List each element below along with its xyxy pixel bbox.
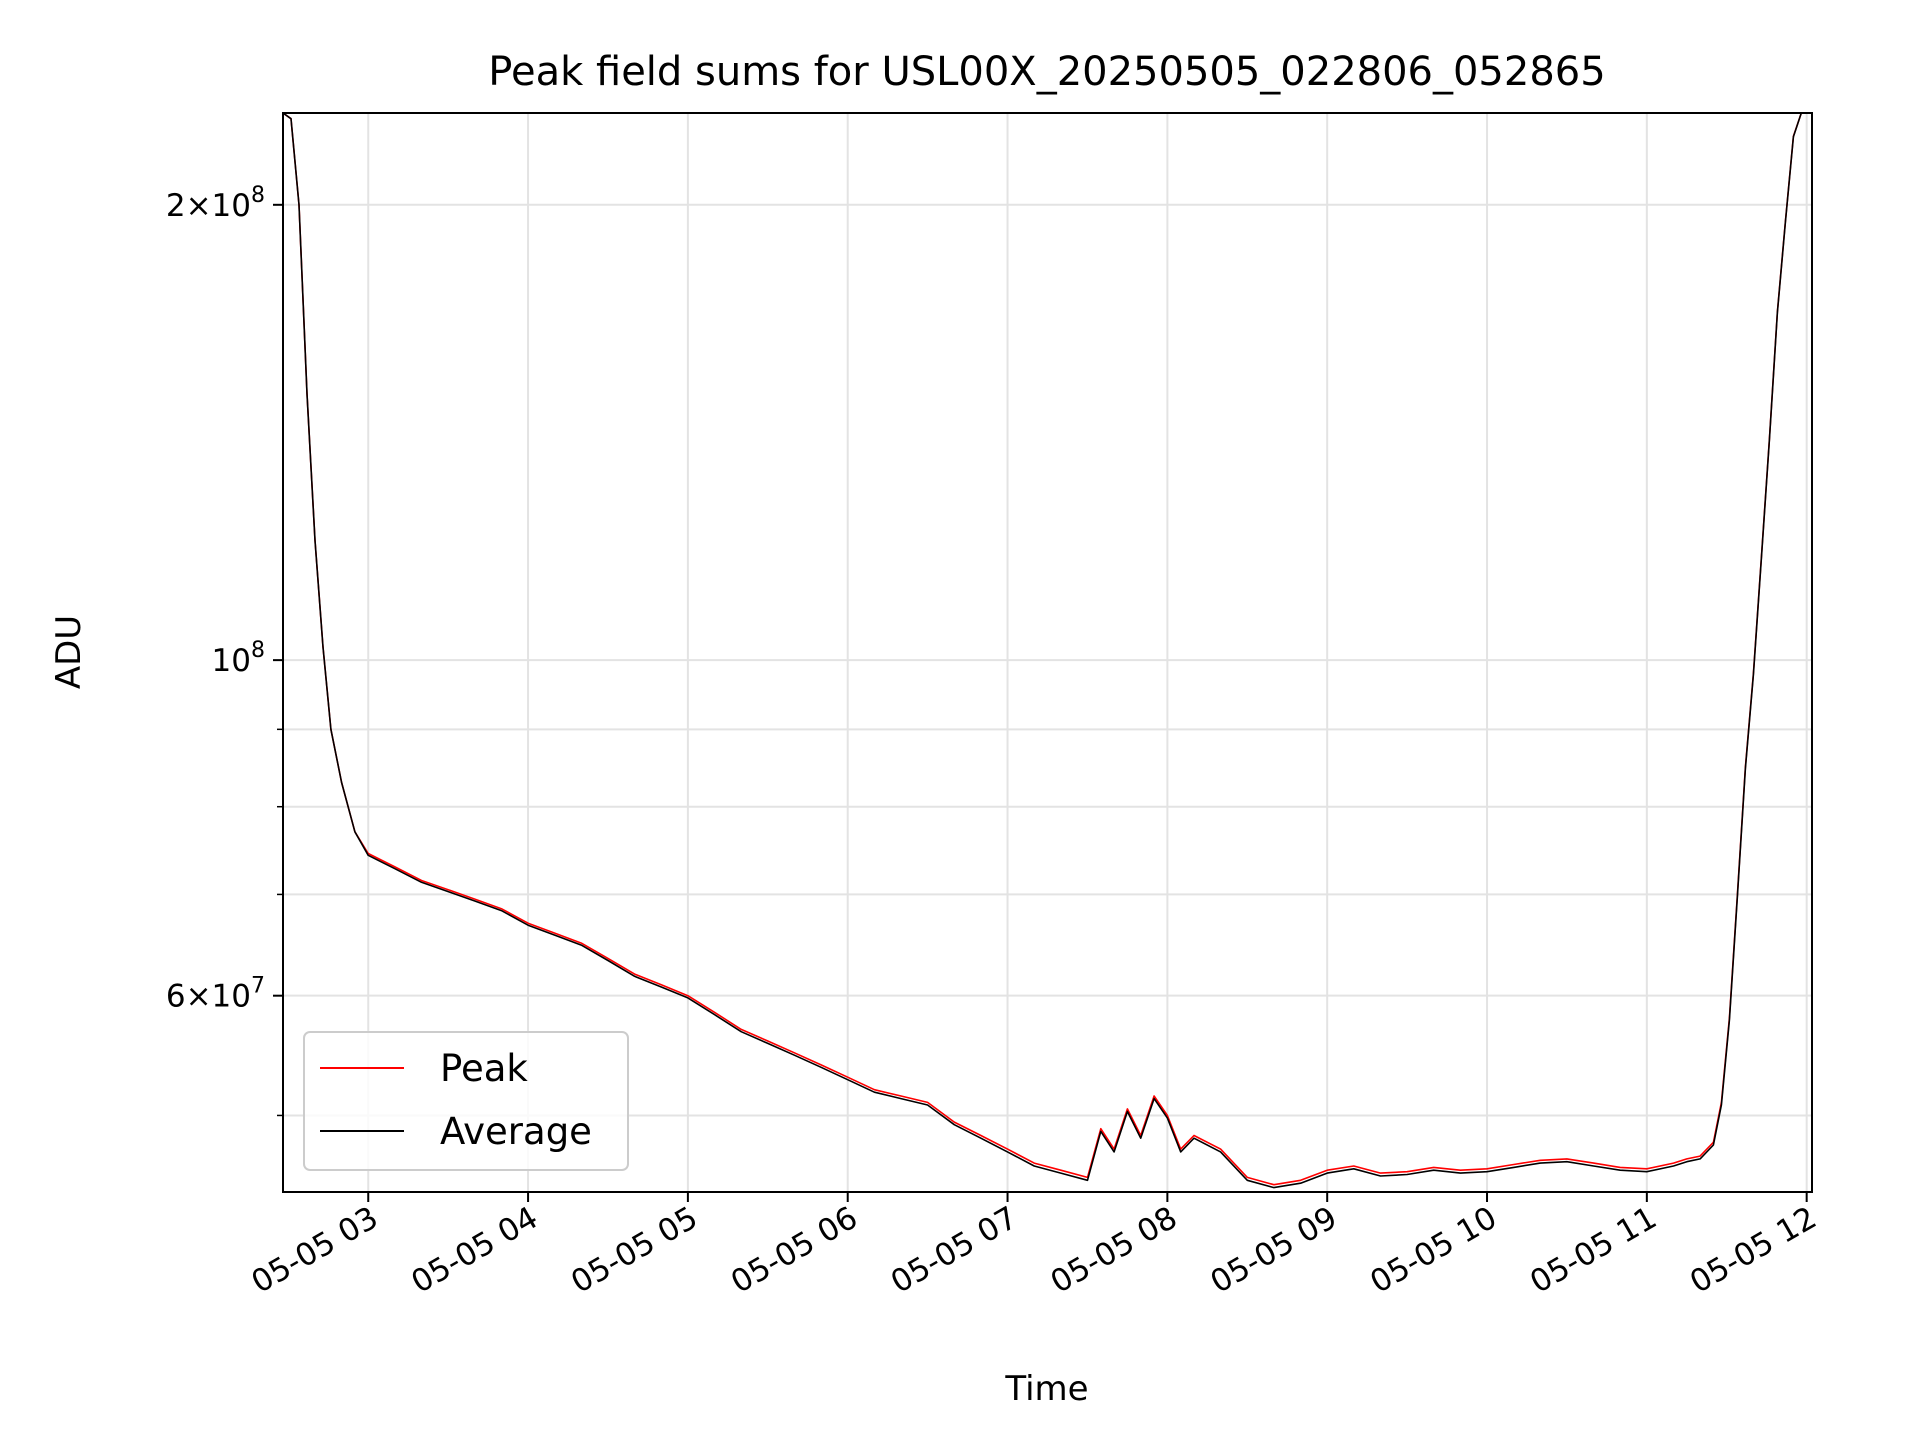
y-tick-label: 2×108 bbox=[166, 183, 265, 224]
series-line-peak bbox=[283, 113, 1807, 1186]
legend-label-peak: Peak bbox=[440, 1047, 528, 1090]
grid bbox=[283, 113, 1812, 1192]
plot-frame bbox=[282, 112, 1813, 1193]
chart-title: Peak field sums for USL00X_20250505_0228… bbox=[488, 49, 1605, 95]
series-layer bbox=[283, 113, 1807, 1189]
legend: Peak Average bbox=[303, 1031, 629, 1171]
x-axis-label: Time bbox=[1004, 1369, 1088, 1409]
y-tick-label: 108 bbox=[212, 638, 265, 679]
series-line-average bbox=[283, 113, 1807, 1189]
y-tick-label: 6×107 bbox=[166, 974, 265, 1015]
legend-label-average: Average bbox=[440, 1110, 592, 1153]
legend-box bbox=[303, 1031, 629, 1171]
y-axis-label: ADU bbox=[49, 615, 89, 689]
